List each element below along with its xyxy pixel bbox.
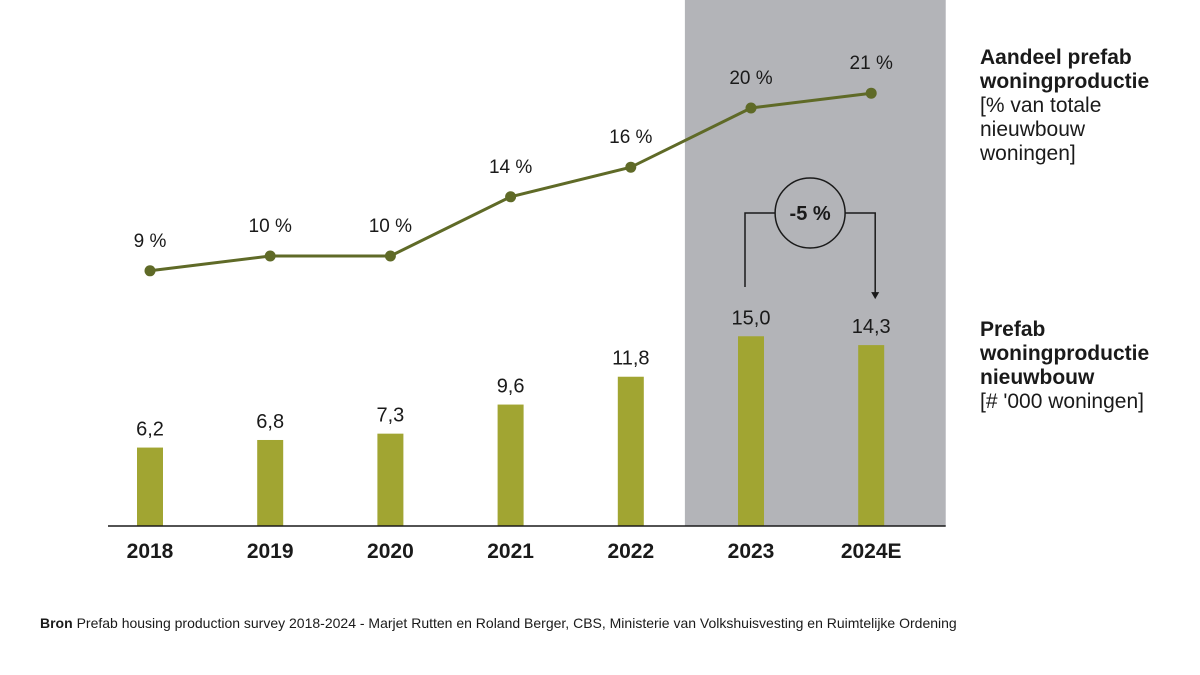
- share-value-label: 14 %: [489, 157, 532, 178]
- share-value-label: 10 %: [369, 216, 412, 237]
- share-point: [144, 265, 156, 277]
- bar-value-label: 6,2: [136, 419, 164, 441]
- bar-value-label: 15,0: [732, 307, 771, 329]
- share-value-label: 10 %: [249, 216, 292, 237]
- bar-value-label: 14,3: [852, 316, 891, 338]
- x-tick-label: 2021: [487, 540, 534, 563]
- bar-legend-title-3: nieuwbouw: [980, 366, 1095, 389]
- line-legend-unit-3: woningen]: [980, 142, 1076, 165]
- bar: [137, 447, 163, 526]
- bar: [858, 345, 885, 526]
- x-tick-label: 2019: [247, 540, 294, 563]
- bar: [257, 439, 284, 526]
- bar-value-label: 6,8: [256, 411, 284, 433]
- share-value-label: 20 %: [729, 68, 772, 89]
- share-point: [625, 161, 637, 173]
- share-point: [264, 250, 276, 262]
- share-value-label: 16 %: [609, 127, 652, 148]
- change-arrow-head: [871, 292, 880, 300]
- bar: [497, 404, 524, 526]
- line-legend-unit-1: [% van totale: [980, 94, 1102, 117]
- change-bracket-right: [845, 212, 876, 294]
- change-label: -5 %: [790, 203, 831, 225]
- line-series-legend: Aandeel prefab woningproductie [% van to…: [980, 46, 1190, 166]
- x-tick-label: 2024E: [841, 540, 902, 563]
- share-value-label: 21 %: [850, 53, 893, 74]
- share-point: [865, 87, 877, 99]
- line-legend-title-1: Aandeel prefab: [980, 46, 1132, 69]
- bar-value-label: 11,8: [612, 348, 649, 370]
- x-tick-label: 2023: [728, 540, 775, 563]
- bar: [738, 336, 764, 526]
- x-tick-label: 2018: [127, 540, 174, 563]
- highlight-region: [684, 0, 946, 526]
- line-legend-unit-2: nieuwbouw: [980, 118, 1086, 141]
- bar-legend-title-2: woningproductie: [980, 342, 1150, 365]
- bar-series-legend: Prefab woningproductie nieuwbouw [# '000…: [980, 318, 1195, 414]
- bar-legend-title-1: Prefab: [980, 318, 1046, 341]
- bar-value-label: 7,3: [376, 405, 404, 427]
- x-tick-label: 2022: [607, 540, 654, 563]
- source-label: Bron: [40, 615, 73, 631]
- bar-value-label: 9,6: [497, 376, 525, 398]
- share-point: [505, 191, 517, 203]
- change-bracket-left: [744, 212, 776, 287]
- bar: [617, 376, 644, 526]
- change-circle: [774, 177, 846, 249]
- share-value-label: 9 %: [134, 231, 167, 252]
- source-note: Bron Prefab housing production survey 20…: [40, 615, 957, 631]
- bar-legend-unit: [# '000 woningen]: [980, 390, 1144, 413]
- share-point: [384, 250, 396, 262]
- share-point: [745, 102, 757, 114]
- bar: [377, 433, 404, 526]
- source-text: Prefab housing production survey 2018-20…: [76, 615, 957, 631]
- line-legend-title-2: woningproductie: [980, 70, 1150, 93]
- x-tick-label: 2020: [367, 540, 414, 563]
